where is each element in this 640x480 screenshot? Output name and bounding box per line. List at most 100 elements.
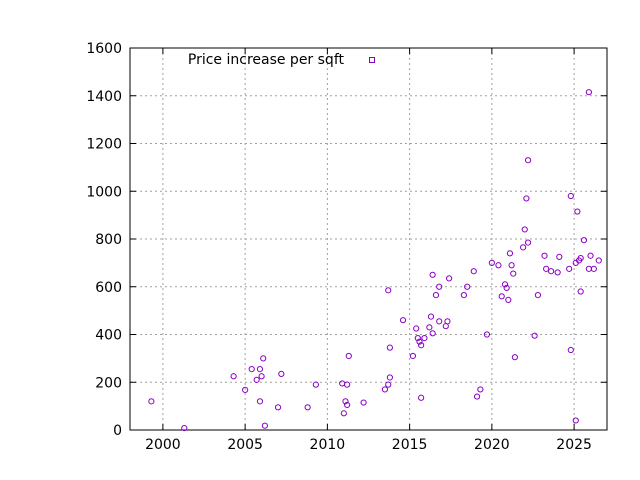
- data-point: [344, 381, 351, 388]
- data-point: [260, 355, 267, 362]
- data-point: [460, 292, 467, 299]
- x-tick-label: 2015: [392, 437, 428, 453]
- data-point: [181, 424, 188, 432]
- x-tick-label: 2025: [556, 437, 592, 453]
- data-point: [148, 398, 155, 405]
- data-point: [339, 380, 346, 387]
- data-point: [426, 324, 433, 331]
- data-point: [385, 381, 392, 388]
- y-tick-label: 0: [113, 423, 122, 439]
- data-point: [381, 386, 389, 393]
- data-point: [253, 376, 260, 383]
- data-point: [477, 386, 484, 393]
- data-point: [242, 386, 249, 393]
- data-point: [503, 284, 510, 292]
- data-point: [577, 288, 584, 295]
- data-point: [413, 325, 420, 332]
- data-point: [385, 287, 392, 294]
- y-tick-label: 600: [95, 280, 122, 296]
- data-point: [429, 330, 436, 337]
- data-point: [585, 265, 593, 272]
- data-point: [256, 398, 264, 405]
- data-point: [590, 265, 597, 272]
- data-point: [547, 268, 555, 275]
- y-tick-label: 1400: [86, 89, 122, 105]
- data-point: [510, 270, 517, 277]
- data-point: [506, 250, 514, 257]
- data-point: [429, 271, 436, 278]
- data-point: [543, 265, 550, 272]
- data-point: [414, 334, 421, 342]
- axis-ticks: 2000 2005 2010 2015 2020 2025 0 200 400 600 800 100…: [86, 41, 607, 453]
- data-point: [541, 252, 548, 259]
- data-point: [577, 255, 584, 262]
- y-tick-label: 400: [95, 328, 122, 344]
- data-points: [148, 89, 602, 432]
- data-point: [360, 399, 367, 406]
- data-point: [421, 334, 428, 342]
- data-point: [444, 318, 451, 325]
- data-point: [445, 275, 453, 282]
- data-point: [436, 318, 443, 325]
- data-point: [418, 394, 425, 401]
- y-tick-label: 1200: [86, 137, 122, 153]
- data-point: [399, 317, 407, 324]
- data-point: [566, 265, 573, 272]
- data-point: [473, 393, 481, 400]
- data-point: [534, 292, 542, 299]
- data-point: [416, 338, 423, 345]
- data-point: [261, 422, 268, 429]
- data-point: [531, 332, 538, 339]
- x-tick-label: 2020: [474, 437, 510, 453]
- data-point: [278, 370, 285, 377]
- x-tick-label: 2000: [145, 437, 181, 453]
- grid-lines: [130, 48, 607, 430]
- x-tick-label: 2010: [310, 437, 346, 453]
- data-point: [409, 352, 417, 360]
- data-point: [386, 374, 393, 381]
- data-point: [520, 244, 527, 251]
- legend-marker: [369, 57, 375, 63]
- data-point: [258, 373, 265, 380]
- y-tick-label: 1000: [86, 184, 122, 200]
- data-point: [427, 313, 435, 320]
- data-point: [432, 292, 440, 299]
- data-point: [464, 283, 471, 290]
- data-point: [345, 352, 352, 360]
- data-point: [587, 252, 594, 259]
- data-point: [498, 293, 505, 300]
- data-point: [488, 259, 495, 266]
- data-point: [595, 257, 602, 264]
- data-point: [344, 401, 351, 409]
- data-point: [248, 366, 255, 373]
- data-point: [554, 269, 561, 276]
- data-point: [256, 366, 264, 373]
- data-point: [585, 89, 593, 96]
- y-tick-label: 1600: [86, 41, 122, 57]
- data-point: [436, 283, 443, 290]
- data-point: [523, 195, 530, 202]
- data-point: [567, 346, 574, 354]
- data-point: [483, 331, 491, 338]
- data-point: [418, 342, 425, 349]
- data-point: [524, 239, 532, 246]
- data-point: [574, 208, 581, 215]
- data-point: [580, 237, 588, 244]
- data-point: [274, 404, 282, 411]
- data-point: [495, 262, 502, 269]
- data-point: [312, 381, 319, 388]
- data-point: [572, 417, 579, 424]
- x-tick-label: 2005: [227, 437, 263, 453]
- data-point: [511, 354, 518, 361]
- data-point: [342, 398, 349, 405]
- data-point: [230, 373, 237, 380]
- data-point: [470, 268, 477, 275]
- legend-label: Price increase per sqft: [188, 52, 345, 68]
- data-point: [524, 157, 532, 164]
- data-point: [386, 344, 393, 351]
- data-point: [556, 253, 563, 261]
- data-point: [501, 281, 509, 288]
- y-tick-label: 800: [95, 232, 122, 248]
- data-point: [340, 410, 347, 417]
